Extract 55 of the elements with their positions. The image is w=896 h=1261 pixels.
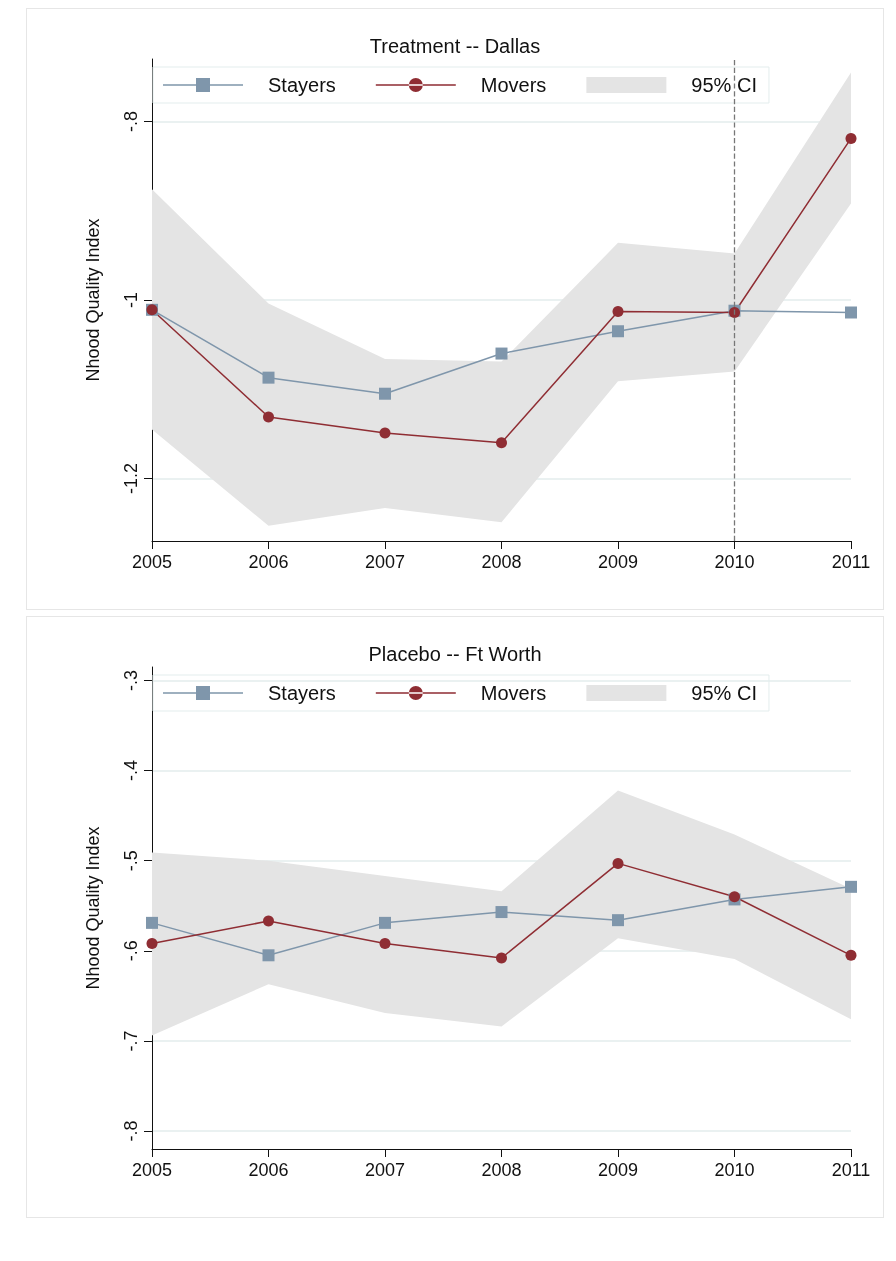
y-tick-label: -.4 <box>121 760 141 782</box>
point <box>262 949 275 962</box>
point <box>612 857 624 869</box>
y-tick-label: -.8 <box>121 110 141 132</box>
point <box>495 906 508 919</box>
y-axis-title: Nhood Quality Index <box>83 826 103 990</box>
point <box>496 437 507 449</box>
point <box>845 880 857 893</box>
point <box>263 915 274 927</box>
x-tick-label: 2006 <box>248 1160 289 1180</box>
point <box>845 949 857 961</box>
point <box>379 916 391 929</box>
x-tick-label: 2005 <box>131 1160 173 1180</box>
y-tick-label: -.7 <box>121 1030 141 1052</box>
x-tick-label: 2006 <box>248 552 289 572</box>
point <box>379 427 391 439</box>
legend-label: Movers <box>480 74 547 96</box>
x-tick-label: 2011 <box>831 1160 871 1180</box>
x-tick-label: 2011 <box>831 552 871 572</box>
point <box>379 938 391 950</box>
x-tick-label: 2010 <box>714 1160 755 1180</box>
point <box>845 306 857 319</box>
x-tick-label: 2007 <box>364 552 406 572</box>
legend-label: Stayers <box>268 74 336 96</box>
point <box>496 952 507 964</box>
legend-label: Movers <box>480 682 547 704</box>
point <box>612 325 624 338</box>
point <box>146 916 158 929</box>
legend-label: 95% CI <box>691 74 757 96</box>
y-tick-label: -.3 <box>121 670 141 692</box>
point <box>379 387 391 400</box>
y-tick-label: -1 <box>121 291 141 309</box>
y-axis-title: Nhood Quality Index <box>83 218 103 382</box>
point <box>263 411 274 423</box>
y-tick-label: -.8 <box>121 1120 141 1142</box>
point <box>612 914 624 927</box>
chart-title: Treatment -- Dallas <box>369 35 541 57</box>
point <box>262 371 275 384</box>
chart-title: Placebo -- Ft Worth <box>368 643 542 665</box>
y-tick-label: -.5 <box>121 850 141 872</box>
y-tick-label: -1.2 <box>121 463 141 495</box>
x-tick-label: 2010 <box>714 552 755 572</box>
point <box>495 347 508 360</box>
point <box>612 306 624 318</box>
y-tick-label: -.6 <box>121 940 141 962</box>
x-tick-label: 2007 <box>364 1160 406 1180</box>
x-tick-label: 2005 <box>131 552 173 572</box>
point <box>845 132 857 144</box>
x-tick-label: 2008 <box>481 552 522 572</box>
legend-label: 95% CI <box>691 682 757 704</box>
legend-label: Stayers <box>268 682 336 704</box>
x-tick-label: 2008 <box>481 1160 522 1180</box>
point <box>146 938 158 950</box>
x-tick-label: 2009 <box>597 552 639 572</box>
x-tick-label: 2009 <box>597 1160 639 1180</box>
